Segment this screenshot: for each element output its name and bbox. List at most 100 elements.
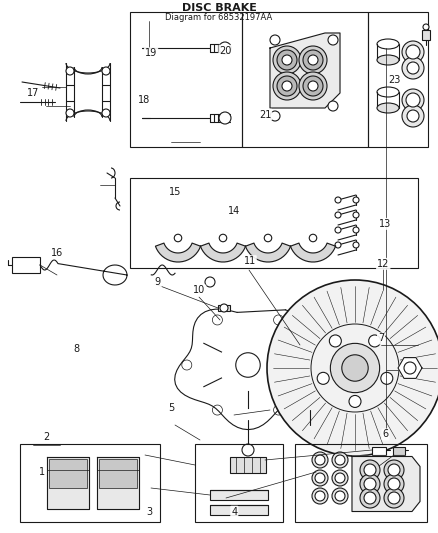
Circle shape <box>402 57 424 79</box>
Circle shape <box>407 62 419 74</box>
Ellipse shape <box>377 103 399 113</box>
Circle shape <box>388 478 400 490</box>
Circle shape <box>388 492 400 504</box>
Circle shape <box>220 304 228 312</box>
Circle shape <box>299 72 327 100</box>
Circle shape <box>317 373 329 384</box>
Polygon shape <box>155 243 201 262</box>
Circle shape <box>402 89 424 111</box>
Circle shape <box>66 109 74 117</box>
Circle shape <box>294 370 304 380</box>
Polygon shape <box>97 457 139 509</box>
Circle shape <box>328 35 338 45</box>
Text: 2: 2 <box>43 432 49 442</box>
Text: 18: 18 <box>138 95 151 105</box>
Circle shape <box>423 24 429 30</box>
Circle shape <box>335 212 341 218</box>
Circle shape <box>364 478 376 490</box>
Circle shape <box>219 112 231 124</box>
Text: 14: 14 <box>228 206 240 215</box>
Ellipse shape <box>377 55 399 65</box>
Bar <box>130 178 418 268</box>
Circle shape <box>242 444 254 456</box>
Circle shape <box>303 76 323 96</box>
Bar <box>99 459 137 488</box>
Circle shape <box>66 67 74 75</box>
Circle shape <box>205 277 215 287</box>
Circle shape <box>335 197 341 203</box>
Circle shape <box>308 55 318 65</box>
Bar <box>393 447 405 455</box>
Text: 4: 4 <box>231 507 237 516</box>
Circle shape <box>349 395 361 407</box>
Circle shape <box>308 81 318 91</box>
Circle shape <box>402 105 424 127</box>
Circle shape <box>267 280 438 456</box>
Circle shape <box>332 470 348 486</box>
Circle shape <box>384 474 404 494</box>
Text: 10: 10 <box>193 286 205 295</box>
Circle shape <box>384 460 404 480</box>
Polygon shape <box>270 33 340 108</box>
Polygon shape <box>352 456 420 512</box>
Text: 23: 23 <box>388 75 400 85</box>
Circle shape <box>364 464 376 476</box>
Circle shape <box>364 492 376 504</box>
Circle shape <box>335 473 345 483</box>
Circle shape <box>282 81 292 91</box>
Text: 21: 21 <box>259 110 271 119</box>
Text: DISC BRAKE: DISC BRAKE <box>182 3 256 13</box>
Circle shape <box>312 470 328 486</box>
Circle shape <box>282 55 292 65</box>
Circle shape <box>332 488 348 504</box>
Polygon shape <box>290 243 336 262</box>
Bar <box>242 12 368 147</box>
Circle shape <box>299 46 327 74</box>
Circle shape <box>309 234 317 242</box>
Circle shape <box>219 42 231 54</box>
Circle shape <box>277 50 297 70</box>
Bar <box>210 505 268 515</box>
Polygon shape <box>398 358 422 378</box>
Text: Diagram for 68532197AA: Diagram for 68532197AA <box>166 13 272 22</box>
Circle shape <box>304 352 336 384</box>
Bar <box>368 12 428 147</box>
Circle shape <box>302 345 312 355</box>
Circle shape <box>336 370 346 380</box>
Bar <box>210 490 268 500</box>
Circle shape <box>406 45 420 59</box>
Circle shape <box>335 227 341 233</box>
Text: 8: 8 <box>74 344 80 354</box>
Circle shape <box>402 41 424 63</box>
Text: 15: 15 <box>169 187 181 197</box>
Polygon shape <box>245 243 290 262</box>
Circle shape <box>353 242 359 248</box>
Circle shape <box>353 197 359 203</box>
Circle shape <box>353 212 359 218</box>
Circle shape <box>360 488 380 508</box>
Bar <box>20 444 160 522</box>
Polygon shape <box>201 243 246 262</box>
Bar <box>372 447 386 455</box>
Circle shape <box>264 234 272 242</box>
Text: 19: 19 <box>145 49 157 58</box>
Circle shape <box>292 340 348 396</box>
Circle shape <box>335 242 341 248</box>
Circle shape <box>360 460 380 480</box>
Circle shape <box>335 491 345 501</box>
Circle shape <box>335 455 345 465</box>
Text: 20: 20 <box>219 46 232 55</box>
Circle shape <box>277 76 297 96</box>
Polygon shape <box>47 457 89 509</box>
Circle shape <box>332 452 348 468</box>
Bar <box>230 457 266 473</box>
Bar <box>49 459 87 488</box>
Bar <box>12 257 40 273</box>
Circle shape <box>388 464 400 476</box>
Text: 5: 5 <box>168 403 174 413</box>
Text: 17: 17 <box>27 88 39 98</box>
Text: 13: 13 <box>379 219 392 229</box>
Circle shape <box>381 373 393 384</box>
Circle shape <box>270 111 280 121</box>
Circle shape <box>407 110 419 122</box>
